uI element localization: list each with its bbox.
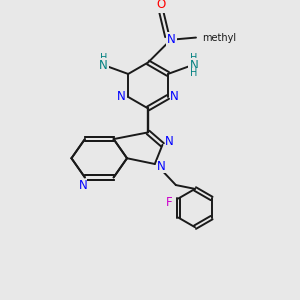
- Text: H: H: [100, 53, 107, 63]
- Text: N: N: [157, 160, 166, 173]
- Text: N: N: [117, 90, 126, 104]
- Text: H: H: [190, 68, 197, 78]
- Text: N: N: [165, 136, 173, 148]
- Text: F: F: [166, 196, 172, 209]
- Text: N: N: [79, 178, 87, 192]
- Text: H: H: [190, 53, 197, 63]
- Text: N: N: [167, 33, 176, 46]
- Text: N: N: [170, 90, 179, 104]
- Text: methyl: methyl: [202, 33, 236, 43]
- Text: N: N: [79, 178, 87, 192]
- Text: O: O: [157, 0, 166, 11]
- Text: N: N: [99, 59, 108, 72]
- Text: N: N: [190, 59, 198, 72]
